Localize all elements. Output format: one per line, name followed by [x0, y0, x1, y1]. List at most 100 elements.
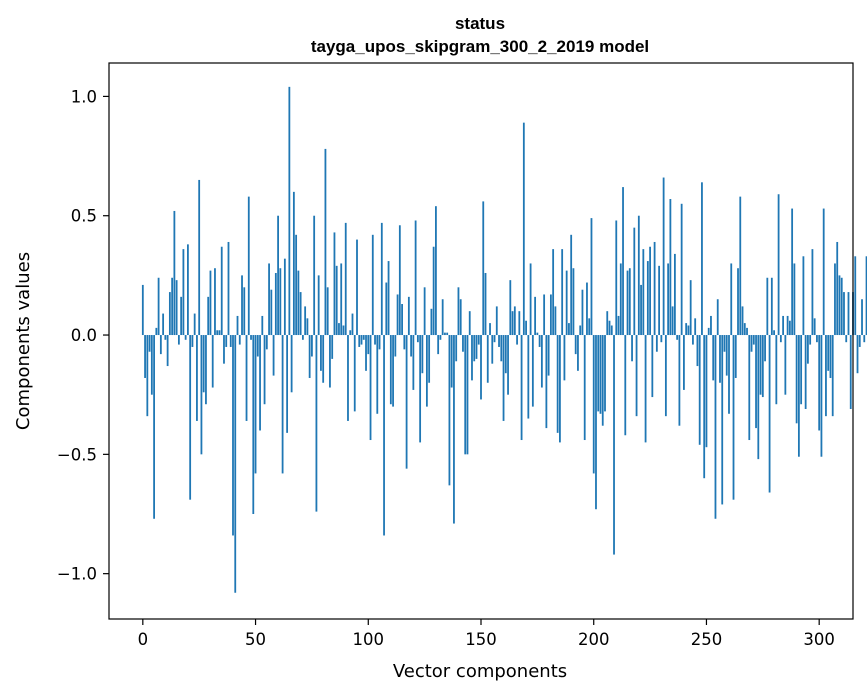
bar — [196, 335, 198, 421]
bar — [615, 220, 618, 336]
bar — [660, 335, 663, 343]
bar — [234, 335, 237, 593]
bar — [500, 335, 503, 362]
bar — [283, 258, 286, 336]
bar — [367, 335, 370, 355]
bar — [299, 292, 302, 336]
bar — [175, 280, 178, 336]
bar — [631, 335, 633, 362]
bar — [435, 206, 437, 336]
bar — [628, 268, 631, 336]
bar — [847, 292, 850, 336]
bar — [597, 335, 600, 412]
bar — [786, 315, 789, 336]
bar — [707, 327, 710, 336]
bar — [414, 220, 417, 336]
bar — [168, 292, 171, 336]
bar — [696, 335, 699, 367]
bar — [642, 249, 645, 336]
bar — [290, 335, 293, 393]
bar — [333, 232, 336, 336]
bar — [687, 325, 690, 336]
bar — [218, 330, 221, 336]
bar — [531, 335, 534, 407]
bar — [270, 289, 273, 336]
bar — [854, 256, 857, 336]
bar — [326, 287, 329, 336]
bar — [831, 335, 834, 417]
bar — [371, 234, 374, 336]
bar — [554, 306, 557, 336]
bar — [281, 335, 284, 474]
bar — [581, 289, 584, 336]
bar — [180, 296, 183, 336]
bar — [658, 265, 661, 336]
bar — [725, 335, 728, 376]
bar — [351, 313, 354, 336]
bar — [243, 287, 246, 336]
bar — [286, 335, 289, 433]
bar — [387, 261, 390, 336]
bar — [369, 335, 372, 441]
bar — [664, 335, 667, 417]
bar — [529, 263, 532, 336]
bar — [144, 335, 146, 378]
bar — [207, 296, 210, 336]
bar — [820, 335, 823, 457]
y-tick-label: −1.0 — [57, 565, 97, 584]
bar — [466, 335, 469, 455]
bar — [804, 335, 807, 409]
bar — [439, 335, 442, 340]
bar — [432, 246, 435, 336]
bar — [150, 335, 153, 395]
bar — [159, 335, 162, 355]
bar — [279, 268, 282, 336]
bar — [644, 335, 647, 443]
bar — [216, 330, 219, 336]
bar — [425, 335, 428, 407]
bar — [191, 335, 194, 347]
bar — [295, 234, 298, 336]
bar — [849, 335, 852, 409]
bar — [504, 335, 507, 374]
bar — [507, 335, 509, 395]
bar — [692, 335, 694, 345]
bar — [863, 335, 866, 343]
x-axis-label: Vector components — [393, 661, 567, 682]
bar — [297, 270, 300, 336]
bar — [468, 311, 471, 336]
bar — [626, 270, 629, 336]
bar — [635, 335, 638, 417]
bar — [613, 335, 615, 555]
bar — [784, 335, 787, 395]
bar — [475, 335, 478, 359]
bar — [673, 253, 676, 336]
bar — [292, 191, 295, 336]
bar — [802, 256, 805, 336]
bar — [148, 335, 151, 352]
bar — [464, 335, 467, 455]
bar — [450, 335, 453, 388]
bar — [651, 335, 654, 398]
bar — [322, 335, 325, 383]
bar — [610, 325, 613, 336]
bar — [448, 335, 451, 486]
bar — [748, 335, 751, 441]
bar — [649, 246, 651, 336]
bar — [543, 294, 546, 336]
bar — [522, 122, 525, 336]
bar — [380, 222, 383, 336]
bar — [306, 318, 309, 336]
bar — [349, 330, 352, 336]
bar — [227, 241, 230, 336]
chart-title: status — [455, 14, 505, 33]
y-tick-label: 0.0 — [71, 326, 97, 345]
bar — [556, 335, 559, 433]
bar — [527, 335, 530, 419]
bar — [800, 335, 803, 405]
bar — [640, 284, 642, 336]
bar — [358, 335, 361, 347]
bar — [493, 335, 496, 343]
x-tick-label: 300 — [803, 630, 835, 649]
bar — [579, 325, 582, 336]
